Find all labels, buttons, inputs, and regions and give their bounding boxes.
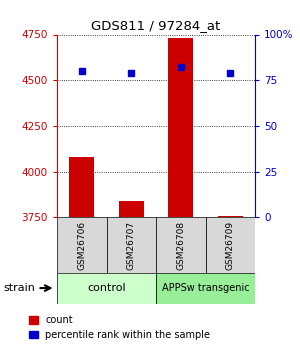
Text: GSM26706: GSM26706	[77, 220, 86, 269]
Legend: count, percentile rank within the sample: count, percentile rank within the sample	[29, 315, 210, 340]
FancyBboxPatch shape	[206, 217, 255, 273]
Title: GDS811 / 97284_at: GDS811 / 97284_at	[92, 19, 220, 32]
FancyBboxPatch shape	[156, 273, 255, 304]
Text: APPSw transgenic: APPSw transgenic	[162, 283, 249, 293]
Text: GSM26708: GSM26708	[176, 220, 185, 269]
Text: control: control	[87, 283, 126, 293]
Bar	[168, 38, 193, 217]
FancyBboxPatch shape	[156, 217, 206, 273]
FancyBboxPatch shape	[57, 217, 106, 273]
Bar	[218, 216, 243, 217]
FancyBboxPatch shape	[106, 217, 156, 273]
Text: strain: strain	[3, 283, 35, 293]
FancyBboxPatch shape	[57, 273, 156, 304]
Bar	[69, 157, 94, 217]
Text: GSM26709: GSM26709	[226, 220, 235, 269]
Text: GSM26707: GSM26707	[127, 220, 136, 269]
Bar	[119, 201, 144, 217]
